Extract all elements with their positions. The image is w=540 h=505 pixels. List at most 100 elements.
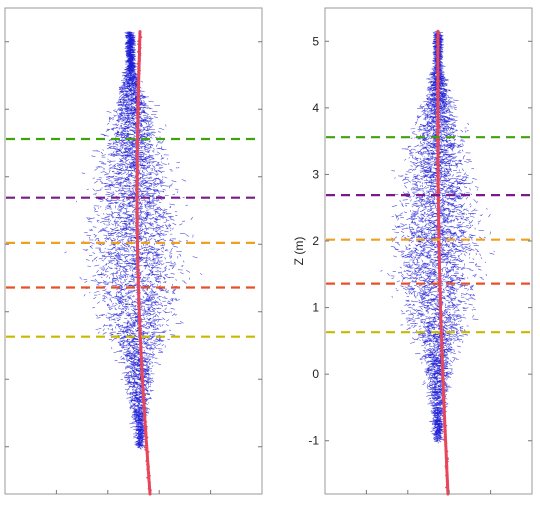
leaf-point — [103, 168, 105, 171]
leaf-point — [145, 386, 148, 389]
leaf-point — [125, 298, 127, 302]
leaf-point — [125, 314, 132, 317]
leaf-point — [144, 201, 147, 203]
leaf-point — [105, 263, 108, 266]
leaf-point — [107, 251, 111, 254]
leaf-point — [115, 111, 118, 114]
leaf-point — [167, 338, 170, 340]
leaf-point — [132, 230, 134, 233]
leaf-point — [127, 151, 130, 154]
leaf-point — [125, 167, 128, 171]
leaf-point — [127, 295, 132, 297]
leaf-point — [122, 352, 124, 354]
leaf-point — [121, 127, 125, 130]
leaf-point — [109, 251, 112, 254]
leaf-point — [151, 361, 154, 364]
leaf-point — [107, 160, 111, 164]
leaf-point — [92, 252, 96, 255]
leaf-point — [121, 119, 127, 121]
leaf-point — [112, 246, 117, 249]
leaf-point — [126, 175, 131, 178]
leaf-point — [138, 150, 144, 152]
leaf-point — [173, 261, 176, 264]
leaf-point — [113, 264, 118, 266]
leaf-point — [150, 168, 154, 170]
leaf-point — [130, 213, 135, 216]
leaf-point — [89, 242, 95, 245]
leaf-point — [170, 298, 174, 301]
leaf-point — [136, 329, 138, 332]
leaf-point — [133, 340, 139, 343]
leaf-point — [138, 202, 143, 205]
leaf-point — [121, 107, 123, 111]
leaf-point — [190, 216, 193, 221]
leaf-point — [132, 255, 135, 257]
leaf-point — [108, 324, 113, 327]
leaf-point — [156, 183, 160, 185]
leaf-point — [117, 247, 121, 250]
leaf-point — [116, 201, 118, 204]
leaf-point — [133, 136, 136, 138]
leaf-point — [128, 216, 131, 219]
leaf-point — [123, 151, 127, 154]
leaf-point — [122, 372, 128, 374]
leaf-point — [121, 346, 125, 349]
leaf-point — [139, 193, 143, 196]
leaf-point — [123, 233, 126, 236]
leaf-point — [116, 319, 120, 322]
leaf-point — [118, 184, 121, 187]
leaf-point — [133, 409, 137, 412]
leaf-point — [155, 226, 162, 229]
leaf-point — [152, 318, 156, 321]
leaf-point — [170, 206, 172, 209]
leaf-point — [123, 101, 126, 105]
leaf-point — [116, 124, 119, 127]
leaf-point — [146, 262, 149, 265]
leaf-point — [119, 101, 121, 103]
leaf-point — [139, 401, 142, 403]
leaf-point — [151, 342, 156, 345]
leaf-point — [131, 117, 134, 120]
leaf-point — [116, 165, 119, 167]
leaf-point — [148, 258, 151, 261]
leaf-point — [181, 179, 187, 182]
leaf-point — [119, 327, 122, 331]
leaf-point — [114, 186, 120, 189]
leaf-point — [145, 133, 151, 135]
leaf-point — [127, 320, 130, 322]
leaf-point — [148, 161, 152, 163]
leaf-point — [125, 78, 129, 82]
leaf-point — [156, 200, 159, 202]
leaf-point — [140, 147, 143, 150]
leaf-point — [128, 204, 134, 207]
leaf-point — [142, 300, 146, 302]
leaf-point — [154, 221, 157, 223]
leaf-point — [147, 368, 150, 371]
leaf-point — [145, 264, 148, 268]
leaf-point — [175, 314, 178, 316]
leaf-point — [175, 297, 178, 300]
leaf-point — [140, 207, 144, 209]
leaf-point — [126, 391, 129, 395]
leaf-point — [143, 101, 147, 105]
leaf-point — [138, 223, 144, 226]
leaf-point — [125, 177, 129, 180]
leaf-point — [150, 249, 153, 251]
leaf-point — [115, 265, 120, 268]
leaf-point — [127, 327, 132, 329]
leaf-point — [143, 132, 148, 136]
leaf-point — [126, 248, 130, 251]
leaf-point — [144, 260, 149, 263]
leaf-point — [123, 124, 128, 126]
leaf-point — [129, 246, 132, 250]
leaf-point — [118, 302, 122, 305]
leaf-point — [114, 359, 118, 361]
leaf-point — [127, 202, 134, 204]
leaf-point — [144, 244, 148, 246]
leaf-point — [115, 296, 120, 298]
leaf-point — [100, 273, 106, 276]
leaf-point — [118, 208, 123, 211]
leaf-point — [105, 295, 108, 299]
leaf-point — [64, 251, 67, 254]
leaf-point — [108, 203, 114, 205]
